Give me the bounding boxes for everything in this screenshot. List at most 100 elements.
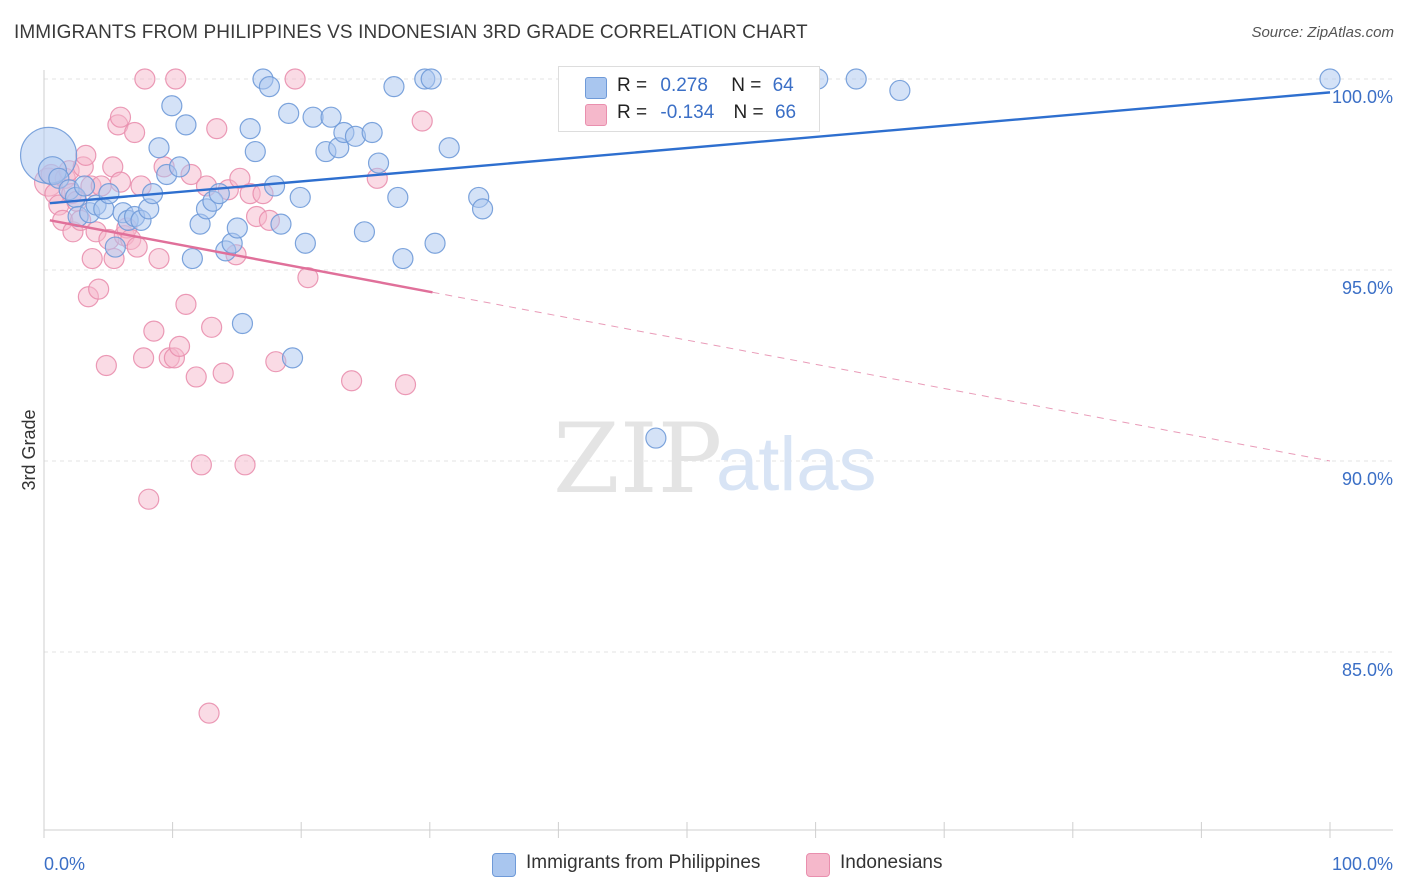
- philippines-point[interactable]: [420, 68, 442, 90]
- philippines-point[interactable]: [438, 137, 460, 159]
- watermark-zip: ZIP: [553, 403, 722, 515]
- indonesians-point[interactable]: [234, 454, 256, 476]
- philippines-point[interactable]: [367, 152, 390, 174]
- philippines-point[interactable]: [98, 183, 120, 205]
- philippines-point[interactable]: [383, 76, 405, 98]
- indonesians-point[interactable]: [132, 347, 155, 369]
- indonesians-point[interactable]: [229, 167, 251, 189]
- philippines-point[interactable]: [258, 76, 281, 98]
- philippines-trend-line: [49, 91, 1331, 205]
- indonesians-point[interactable]: [148, 247, 170, 270]
- philippines-point[interactable]: [845, 68, 867, 90]
- philippines-point[interactable]: [161, 95, 183, 117]
- indonesians-point[interactable]: [206, 118, 228, 140]
- philippines-point[interactable]: [104, 236, 126, 258]
- chart-title: IMMIGRANTS FROM PHILIPPINES VS INDONESIA…: [14, 22, 808, 43]
- philippines-point[interactable]: [320, 106, 342, 128]
- legend-r-label: R =: [617, 75, 648, 96]
- legend-swatch-pink: [806, 853, 830, 877]
- legend-item-label: Indonesians: [840, 852, 943, 873]
- x-tick-label-max: 100.0%: [1332, 854, 1393, 874]
- philippines-point[interactable]: [392, 247, 414, 270]
- legend-swatch-blue: [585, 77, 607, 99]
- philippines-point[interactable]: [175, 114, 197, 136]
- indonesians-point[interactable]: [138, 488, 160, 510]
- stats-legend: R = 0.278 N = 64 R = -0.134 N = 66: [558, 66, 820, 132]
- philippines-point[interactable]: [645, 427, 667, 449]
- legend-item-label: Immigrants from Philippines: [526, 852, 761, 873]
- philippines-point[interactable]: [73, 175, 96, 197]
- trend-lines: [49, 91, 1331, 462]
- indonesians-point[interactable]: [75, 144, 97, 166]
- legend-n-label: N =: [733, 102, 764, 123]
- legend-r-label: R =: [617, 102, 648, 123]
- philippines-point[interactable]: [289, 186, 311, 209]
- philippines-point[interactable]: [889, 79, 911, 102]
- x-tick-label-min: 0.0%: [44, 854, 85, 874]
- y-tick-labels: 100.0% 95.0% 90.0% 85.0%: [1332, 87, 1393, 680]
- indonesians-point[interactable]: [411, 110, 433, 132]
- indonesians-point[interactable]: [81, 247, 103, 270]
- philippines-point[interactable]: [353, 221, 376, 243]
- indonesians-point[interactable]: [165, 68, 187, 90]
- indonesians-point[interactable]: [201, 316, 223, 338]
- philippines-point[interactable]: [361, 121, 383, 144]
- philippines-point[interactable]: [294, 232, 316, 254]
- indonesians-point[interactable]: [212, 362, 234, 384]
- philippines-point[interactable]: [181, 247, 203, 270]
- philippines-point[interactable]: [239, 118, 261, 140]
- indonesians-point[interactable]: [198, 702, 220, 724]
- philippines-point[interactable]: [424, 232, 446, 254]
- philippines-point[interactable]: [244, 140, 266, 163]
- indonesians-point[interactable]: [168, 335, 191, 357]
- legend-swatch-blue: [492, 853, 516, 877]
- indonesians-point[interactable]: [190, 454, 212, 476]
- philippines-point[interactable]: [270, 213, 292, 235]
- indonesians-point[interactable]: [123, 121, 146, 144]
- y-tick-label: 100.0%: [1332, 87, 1393, 107]
- legend-n-value: 64: [772, 75, 794, 96]
- indonesians-point[interactable]: [284, 68, 306, 90]
- indonesians-point[interactable]: [185, 366, 207, 388]
- indonesians-point[interactable]: [88, 278, 110, 300]
- philippines-points: [19, 68, 1341, 449]
- philippines-point[interactable]: [231, 312, 254, 335]
- y-tick-label: 95.0%: [1342, 278, 1393, 298]
- gridlines: [44, 78, 1393, 653]
- indonesians-trend-line: [49, 219, 433, 294]
- series-legend: Immigrants from Philippines Indonesians: [0, 852, 1406, 878]
- philippines-point[interactable]: [281, 347, 304, 369]
- axes: [43, 70, 1393, 831]
- indonesians-point[interactable]: [95, 354, 117, 377]
- legend-swatch-pink: [585, 104, 607, 126]
- watermark-atlas: atlas: [716, 422, 877, 507]
- indonesians-point[interactable]: [134, 68, 156, 90]
- indonesians-point[interactable]: [394, 374, 417, 396]
- philippines-point[interactable]: [148, 137, 170, 159]
- legend-n-label: N =: [731, 75, 762, 96]
- philippines-point[interactable]: [1319, 68, 1341, 90]
- philippines-point[interactable]: [278, 102, 300, 124]
- philippines-point[interactable]: [208, 183, 230, 205]
- indonesians-point[interactable]: [340, 370, 363, 392]
- indonesians-point[interactable]: [109, 106, 132, 128]
- x-ticks: [43, 822, 1331, 838]
- philippines-point[interactable]: [226, 217, 248, 239]
- indonesians-trend-line-extrapolated: [432, 291, 1331, 462]
- indonesians-point[interactable]: [143, 320, 165, 342]
- watermark: ZIP atlas: [553, 403, 877, 515]
- y-tick-label: 85.0%: [1342, 660, 1393, 680]
- indonesians-point[interactable]: [175, 293, 197, 315]
- legend-r-value: -0.134: [660, 102, 715, 123]
- source-credit: Source: ZipAtlas.com: [1251, 24, 1394, 41]
- legend-n-value: 66: [774, 102, 797, 123]
- y-axis-label: 3rd Grade: [19, 409, 39, 490]
- philippines-point[interactable]: [263, 175, 286, 197]
- philippines-point[interactable]: [302, 106, 324, 128]
- philippines-point[interactable]: [168, 156, 191, 178]
- philippines-point[interactable]: [387, 186, 409, 209]
- philippines-point[interactable]: [471, 198, 494, 220]
- indonesians-point[interactable]: [126, 236, 148, 258]
- legend-r-value: 0.278: [660, 75, 708, 96]
